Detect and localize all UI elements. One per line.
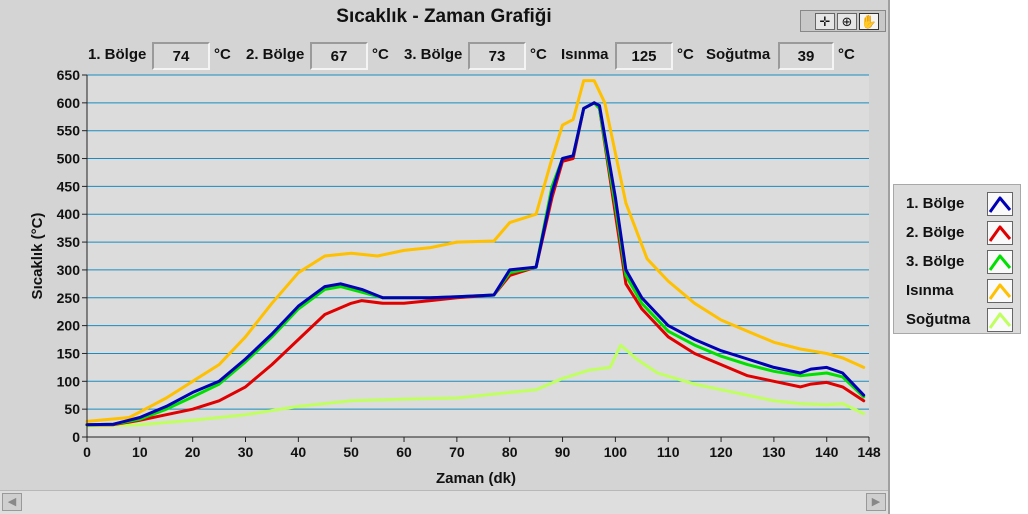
legend-item[interactable]: Soğutma [894, 305, 1020, 333]
y-tick-label: 650 [57, 67, 81, 83]
x-tick-label: 130 [762, 444, 786, 460]
series-line-1[interactable] [85, 101, 866, 427]
readout-unit-cooling: °C [838, 46, 855, 63]
x-axis-label: Zaman (dk) [436, 470, 516, 487]
legend-label: Soğutma [906, 311, 971, 328]
graph-palette-toolbar: ✛ ⊕ ✋ [800, 10, 886, 32]
readout-label-zone3: 3. Bölge [404, 46, 463, 63]
legend-label: 1. Bölge [906, 195, 965, 212]
legend-swatch-icon[interactable] [987, 221, 1013, 245]
series-layer [85, 79, 866, 428]
y-tick-label: 0 [72, 429, 80, 445]
legend-item[interactable]: 1. Bölge [894, 189, 1020, 217]
y-tick-label: 250 [57, 290, 81, 306]
plot-area[interactable] [87, 75, 869, 437]
readout-value-zone3[interactable]: 73 [468, 42, 526, 70]
crosshair-icon[interactable]: ✛ [815, 13, 835, 30]
line-chart[interactable]: 050100150200250300350400450500550600650 … [0, 0, 888, 490]
readout-unit-zone1: °C [214, 46, 231, 63]
y-tick-label: 50 [64, 401, 80, 417]
legend-label: 3. Bölge [906, 253, 965, 270]
x-tick-label: 70 [449, 444, 465, 460]
horizontal-scrollbar[interactable]: ◀ ▶ [0, 490, 888, 514]
x-tick-label: 148 [857, 444, 881, 460]
panel-divider [888, 0, 890, 514]
readout-unit-heating: °C [677, 46, 694, 63]
y-tick-label: 350 [57, 234, 81, 250]
legend-label: 2. Bölge [906, 224, 965, 241]
readout-value-heating[interactable]: 125 [615, 42, 673, 70]
x-tick-label: 80 [502, 444, 518, 460]
x-tick-label: 20 [185, 444, 201, 460]
legend-item[interactable]: 2. Bölge [894, 218, 1020, 246]
y-tick-label: 100 [57, 373, 81, 389]
legend-swatch-icon[interactable] [987, 250, 1013, 274]
x-axis: 0 10 20 30 40 50 60 70 80 90 100 110 120 130 140 148 [83, 436, 881, 460]
x-tick-label: 10 [132, 444, 148, 460]
x-tick-label: 40 [291, 444, 307, 460]
chart-title: Sıcaklık - Zaman Grafiği [336, 6, 552, 27]
y-tick-label: 150 [57, 345, 81, 361]
readout-label-heating: Isınma [561, 46, 609, 63]
readout-value-zone2[interactable]: 67 [310, 42, 368, 70]
readout-unit-zone2: °C [372, 46, 389, 63]
plot-legend: 1. Bölge 2. Bölge 3. Bölge Isınma Soğutma [893, 184, 1021, 334]
x-tick-label: 100 [604, 444, 628, 460]
y-tick-label: 500 [57, 151, 81, 167]
scroll-left-button[interactable]: ◀ [2, 493, 22, 511]
scroll-right-button[interactable]: ▶ [866, 493, 886, 511]
readout-label-zone2: 2. Bölge [246, 46, 305, 63]
y-axis: 0 50 100 150 200 250 300 350 400 450 500 550 600 650 [57, 67, 88, 445]
x-tick-label: 50 [343, 444, 359, 460]
x-tick-label: 60 [396, 444, 412, 460]
readout-label-cooling: Soğutma [706, 46, 771, 63]
legend-swatch-icon[interactable] [987, 279, 1013, 303]
legend-item[interactable]: Isınma [894, 276, 1020, 304]
readout-value-zone1[interactable]: 74 [152, 42, 210, 70]
x-tick-label: 30 [238, 444, 254, 460]
y-tick-label: 300 [57, 262, 81, 278]
legend-item[interactable]: 3. Bölge [894, 247, 1020, 275]
y-tick-label: 600 [57, 95, 81, 111]
readout-label-zone1: 1. Bölge [88, 46, 147, 63]
y-tick-label: 450 [57, 178, 81, 194]
zoom-icon[interactable]: ⊕ [837, 13, 857, 30]
legend-label: Isınma [906, 282, 954, 299]
legend-swatch-icon[interactable] [987, 308, 1013, 332]
x-tick-label: 90 [555, 444, 571, 460]
readout-value-cooling[interactable]: 39 [778, 42, 834, 70]
x-tick-label: 0 [83, 444, 91, 460]
y-axis-label: Sıcaklık (°C) [29, 213, 46, 300]
hand-pan-icon[interactable]: ✋ [859, 13, 879, 30]
y-tick-label: 200 [57, 318, 81, 334]
x-tick-label: 110 [657, 444, 680, 460]
x-tick-label: 140 [815, 444, 839, 460]
series-line-5[interactable] [85, 343, 866, 428]
x-tick-label: 120 [709, 444, 733, 460]
legend-swatch-icon[interactable] [987, 192, 1013, 216]
y-tick-label: 400 [57, 206, 81, 222]
grid-lines [87, 74, 869, 410]
readout-unit-zone3: °C [530, 46, 547, 63]
series-line-4[interactable] [85, 79, 866, 423]
y-tick-label: 550 [57, 123, 81, 139]
